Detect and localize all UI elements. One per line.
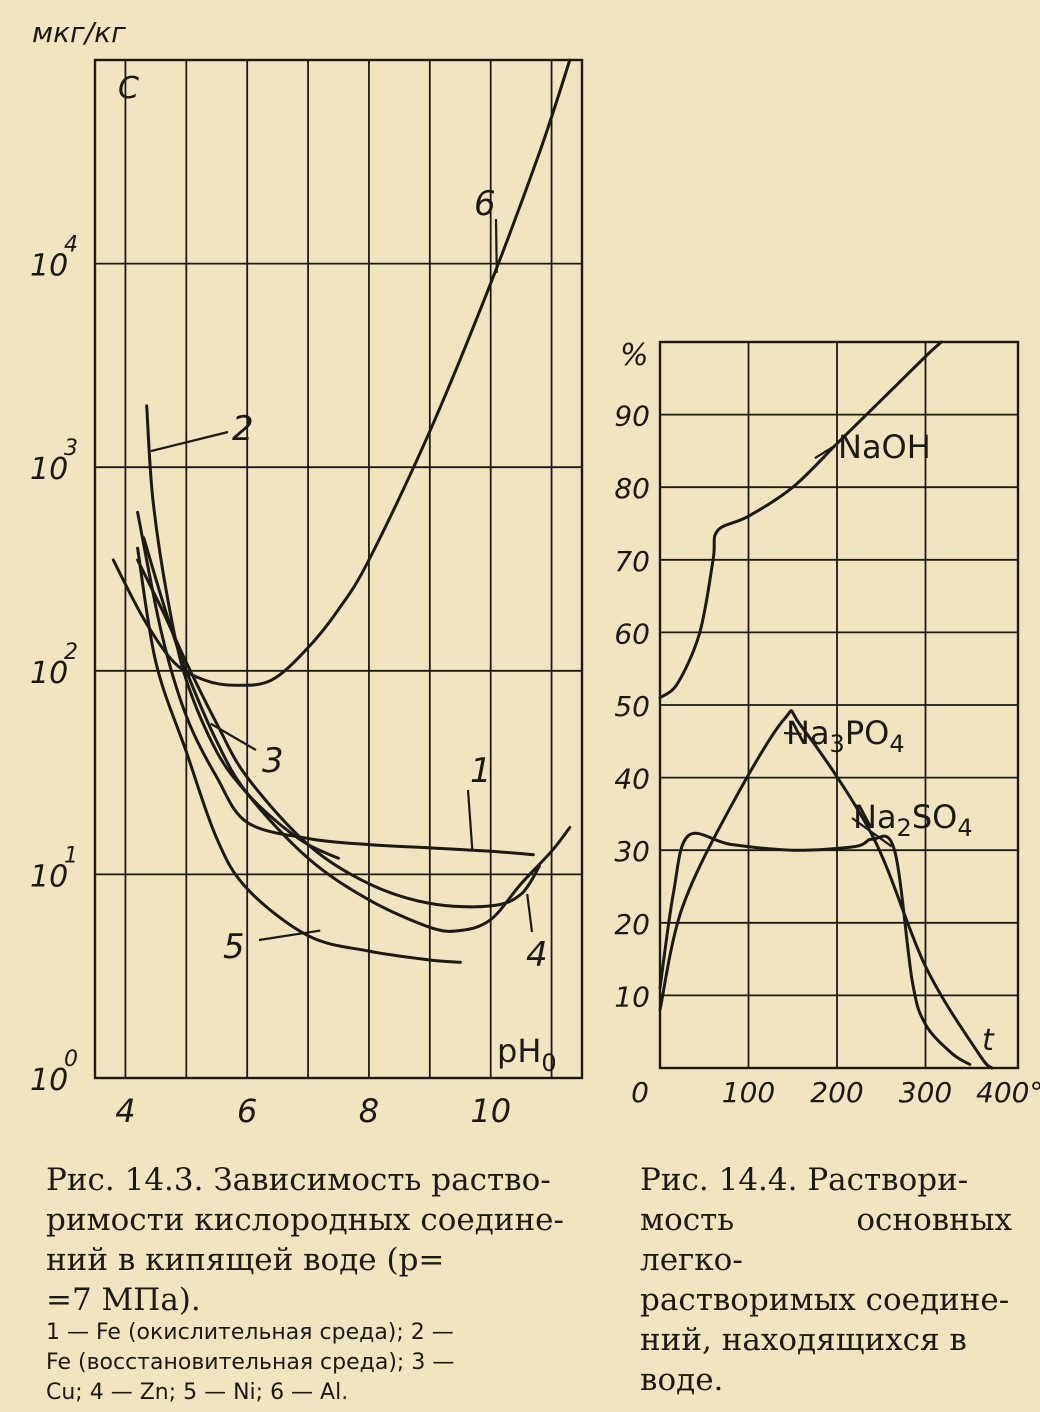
series-line-3	[136, 558, 541, 909]
y-tick-label: 10	[30, 859, 68, 894]
caption-fig-14-3-line1: Рис. 14.3. Зависимость раство-	[46, 1162, 551, 1198]
curve-label-4: 4	[526, 935, 548, 975]
curve-label-2: 2	[232, 409, 254, 449]
y-tick-label: 10	[30, 1063, 68, 1098]
x-axis-label-sub: 0	[541, 1049, 556, 1077]
caption-fig-14-3-line4: =7 МПа).	[46, 1282, 201, 1318]
caption-fig-14-4-line4: ний, находящихся в	[640, 1322, 967, 1358]
y-tick-label: 10	[30, 452, 68, 487]
series-label-na3po4-part: PO	[845, 714, 889, 752]
series-label-na3po4-part: 4	[889, 730, 904, 758]
caption-fig-14-3-line2: римости кислородных соедине-	[46, 1202, 564, 1238]
series-label-na2so4-part: SO	[912, 798, 958, 836]
series-line-2	[145, 404, 340, 860]
series-label-na2so4-part: Na	[853, 798, 897, 836]
y-tick-label: 60	[614, 617, 650, 650]
series-label-na2so4-part: 2	[897, 814, 912, 842]
y-tick-exponent: 2	[64, 640, 78, 665]
curve-label-leader	[258, 929, 321, 942]
series-line-na3po4	[658, 709, 994, 1070]
series-line-6	[111, 58, 572, 687]
series-label-leader	[851, 817, 893, 848]
x-tick-label: 8	[359, 1092, 379, 1130]
caption-fig-14-3-line3: ний в кипящей воде (p=	[46, 1242, 445, 1278]
y-tick-label: 80	[614, 472, 650, 505]
series-line-naoh	[658, 340, 943, 700]
y-tick-exponent: 4	[64, 233, 78, 258]
curve-label-leader	[150, 430, 229, 453]
series-label-na2so4: Na2SO4	[853, 798, 973, 842]
caption-fig-14-3: Рис. 14.3. Зависимость раство- римости к…	[46, 1160, 586, 1320]
x-tick-label: 0	[631, 1076, 649, 1109]
curve-label-leader	[526, 893, 534, 933]
plot-frame	[93, 58, 584, 1080]
y-tick-label: 10	[614, 980, 650, 1013]
caption-fig-14-4-line3: растворимых соедине-	[640, 1282, 1010, 1318]
y-axis-label: %	[620, 338, 649, 373]
series-label-na2so4-part: 4	[957, 814, 972, 842]
y-tick-exponent: 0	[64, 1047, 78, 1072]
curve-label-6: 6	[474, 184, 496, 224]
legend-line2: Fe (восстановительная среда); 3 —	[46, 1350, 455, 1375]
caption-fig-14-4-line1: Рис. 14.4. Раствори-	[640, 1162, 969, 1198]
y-tick-label: 20	[614, 908, 650, 941]
y-tick-label: 10	[30, 656, 68, 691]
series-line-1	[136, 510, 535, 857]
curve-label-5: 5	[223, 927, 245, 967]
series-line-5	[136, 546, 462, 964]
legend-line3: Cu; 4 — Zn; 5 — Ni; 6 — Al.	[46, 1380, 349, 1405]
y-tick-label: 70	[614, 545, 650, 578]
curve-label-leader	[210, 722, 257, 751]
x-tick-label: 200	[810, 1076, 863, 1109]
chart-solubility-temperature: 10 20 30 40 50 60 70 80 90 0 100 200 300 400°C% t NaOH N…	[614, 338, 1040, 1109]
y-tick-label: 40	[614, 763, 650, 796]
caption-fig-14-4-line5: воде.	[640, 1362, 724, 1398]
curve-label-3: 3	[262, 741, 284, 781]
x-tick-label: 100	[722, 1076, 775, 1109]
x-axis-label: pH0	[497, 1032, 557, 1077]
x-axis-label: t	[982, 1023, 995, 1058]
y-tick-label: 30	[614, 835, 650, 868]
y-tick-exponent: 3	[64, 436, 78, 461]
series-label-naoh: NaOH	[838, 428, 931, 466]
x-axis-label-main: pH	[497, 1032, 541, 1070]
x-tick-label: 400°C	[976, 1076, 1040, 1109]
series-line-na2so4	[658, 831, 972, 1066]
y-tick-label: 10	[30, 249, 68, 284]
curve-label-leader	[466, 789, 474, 852]
x-tick-label: 300	[899, 1076, 952, 1109]
x-tick-label: 6	[237, 1092, 257, 1130]
x-tick-label: 4	[115, 1092, 135, 1130]
series-label-na3po4-part: 3	[830, 730, 845, 758]
caption-fig-14-4: Рис. 14.4. Раствори- мость основных легк…	[640, 1160, 1012, 1400]
y-tick-label: 50	[614, 690, 650, 723]
y-tick-label: 90	[614, 400, 650, 433]
y-units-label: мкг/кг	[32, 16, 126, 49]
legend-fig-14-3: 1 — Fe (окислительная среда); 2 — Fe (во…	[46, 1318, 591, 1408]
legend-line1: 1 — Fe (окислительная среда); 2 —	[46, 1320, 454, 1345]
series-label-leader	[814, 444, 837, 460]
y-tick-exponent: 1	[64, 843, 78, 868]
x-tick-label: 10	[470, 1092, 511, 1130]
caption-fig-14-4-line2: мость основных легко-	[640, 1202, 1012, 1278]
series-label-na3po4: Na3PO4	[786, 714, 905, 758]
y-axis-label: C	[118, 71, 139, 106]
curve-label-1: 1	[470, 751, 492, 791]
curve-label-leader	[494, 218, 498, 273]
series-label-leader	[783, 731, 802, 736]
